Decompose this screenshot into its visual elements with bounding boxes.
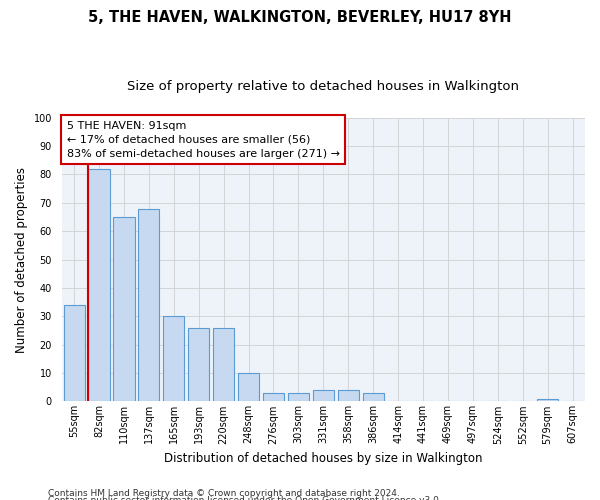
Bar: [213, 328, 234, 402]
Bar: [138, 208, 160, 402]
Bar: [313, 390, 334, 402]
Bar: [362, 393, 384, 402]
Title: Size of property relative to detached houses in Walkington: Size of property relative to detached ho…: [127, 80, 520, 93]
Bar: [64, 305, 85, 402]
Text: Contains public sector information licensed under the Open Government Licence v3: Contains public sector information licen…: [48, 496, 442, 500]
Text: 5 THE HAVEN: 91sqm
← 17% of detached houses are smaller (56)
83% of semi-detache: 5 THE HAVEN: 91sqm ← 17% of detached hou…: [67, 120, 340, 158]
Bar: [113, 217, 134, 402]
Y-axis label: Number of detached properties: Number of detached properties: [15, 166, 28, 352]
Bar: [163, 316, 184, 402]
Bar: [537, 398, 558, 402]
Bar: [88, 169, 110, 402]
Bar: [338, 390, 359, 402]
Bar: [188, 328, 209, 402]
X-axis label: Distribution of detached houses by size in Walkington: Distribution of detached houses by size …: [164, 452, 482, 465]
Text: 5, THE HAVEN, WALKINGTON, BEVERLEY, HU17 8YH: 5, THE HAVEN, WALKINGTON, BEVERLEY, HU17…: [88, 10, 512, 25]
Bar: [238, 373, 259, 402]
Text: Contains HM Land Registry data © Crown copyright and database right 2024.: Contains HM Land Registry data © Crown c…: [48, 488, 400, 498]
Bar: [288, 393, 309, 402]
Bar: [263, 393, 284, 402]
